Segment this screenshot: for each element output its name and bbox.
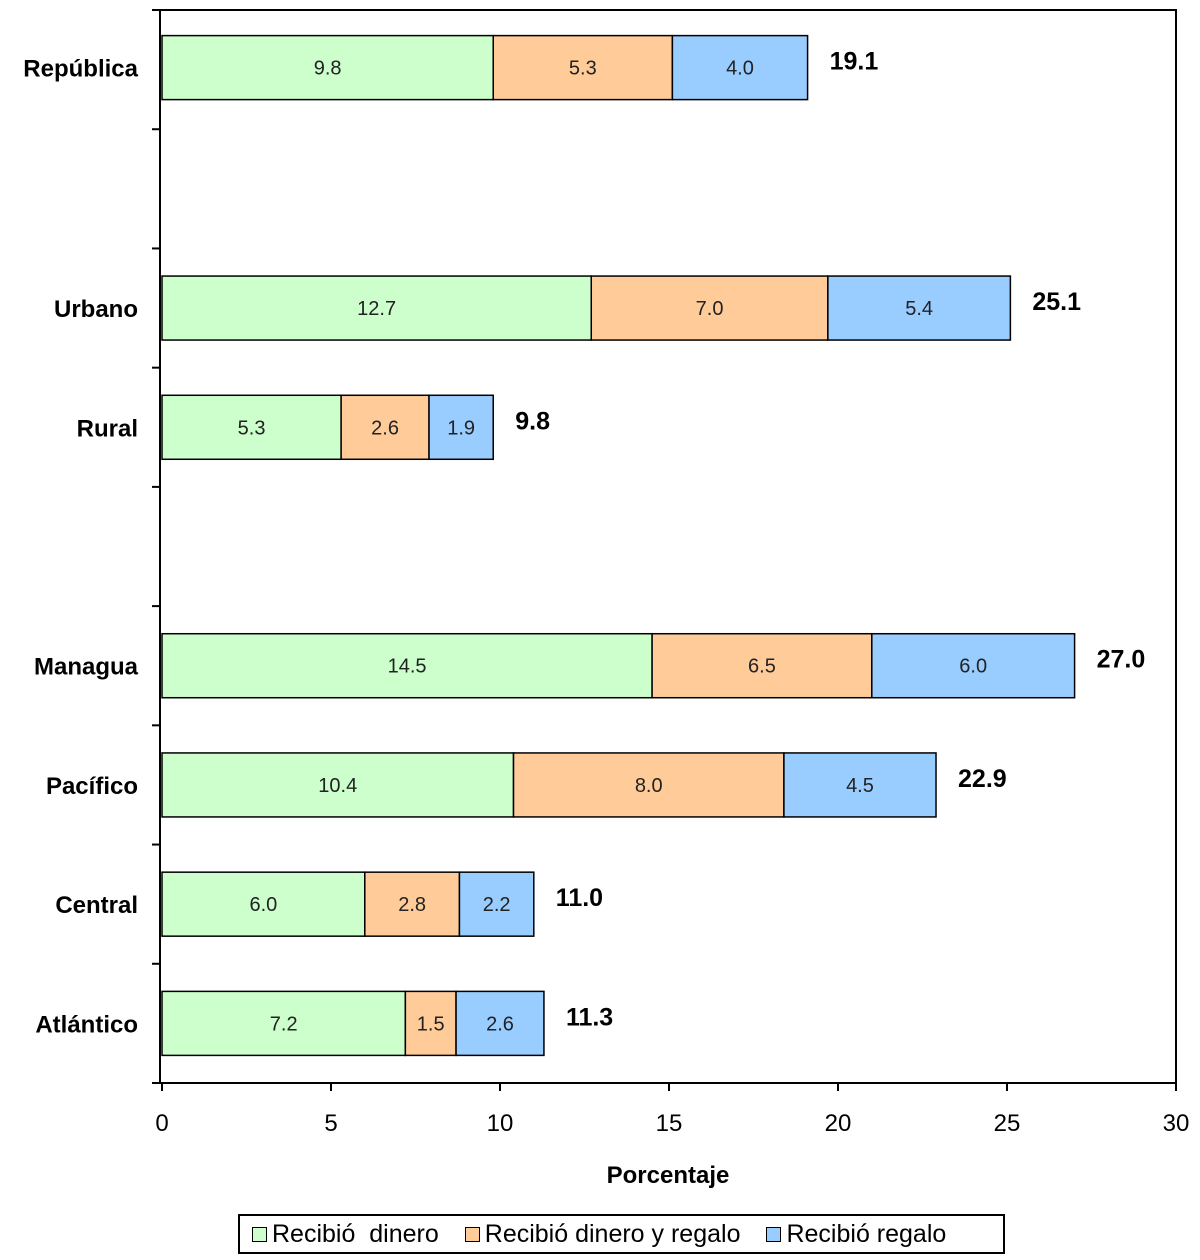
x-axis: 0 5 10 15 20 25 30 bbox=[155, 1083, 1189, 1137]
bar-segment bbox=[827, 275, 1012, 341]
bar-segment bbox=[161, 394, 342, 461]
bar-segment bbox=[458, 871, 535, 937]
total-value-label: 25.1 bbox=[1032, 288, 1081, 316]
segment-value-label: 5.3 bbox=[238, 417, 266, 439]
segment-value-label: 2.2 bbox=[483, 894, 511, 916]
segment-value-label: 10.4 bbox=[318, 775, 357, 797]
segment-value-label: 14.5 bbox=[388, 656, 427, 678]
x-axis-title: Porcentaje bbox=[607, 1162, 730, 1189]
bar-segment bbox=[161, 34, 494, 101]
legend-label: Recibió dinero y regalo bbox=[484, 1219, 741, 1248]
category-label: Pacífico bbox=[46, 773, 138, 800]
bar-segment bbox=[428, 394, 494, 461]
segment-value-label: 2.6 bbox=[371, 417, 399, 439]
legend-swatch bbox=[252, 1226, 267, 1242]
bar-segment bbox=[340, 394, 430, 461]
legend-label: Recibió regalo bbox=[786, 1219, 947, 1248]
bars-group: 9.8 5.3 4.0 19.1 12.7 7.0 5.4 25.1 5.3 2.6 1.9 9.8 1… bbox=[161, 34, 1146, 1057]
bar-segment bbox=[671, 34, 809, 101]
category-label: Atlántico bbox=[35, 1011, 138, 1038]
segment-value-label: 9.8 bbox=[314, 58, 342, 80]
segment-value-label: 7.0 bbox=[696, 298, 724, 320]
segment-value-label: 4.5 bbox=[846, 775, 874, 797]
y-axis: República Urbano Rural Managua Pacífico Centr… bbox=[23, 9, 160, 1084]
legend-item: Recibió regalo bbox=[766, 1220, 946, 1249]
segment-value-label: 2.6 bbox=[486, 1013, 514, 1035]
segment-value-label: 5.3 bbox=[569, 58, 597, 80]
bar-segment bbox=[455, 990, 545, 1057]
total-value-label: 27.0 bbox=[1097, 646, 1146, 674]
segment-value-label: 6.0 bbox=[249, 894, 277, 916]
bar-segment bbox=[871, 632, 1076, 699]
stacked-bar-chart: 9.8 5.3 4.0 19.1 12.7 7.0 5.4 25.1 5.3 2.6 1.9 9.8 1… bbox=[23, 9, 1189, 1189]
segment-value-label: 6.0 bbox=[959, 656, 987, 678]
x-axis-tick-label: 0 bbox=[155, 1110, 168, 1137]
legend-swatch bbox=[766, 1226, 782, 1242]
total-value-label: 11.3 bbox=[566, 1003, 613, 1031]
x-axis-tick-label: 5 bbox=[324, 1110, 337, 1137]
legend-item: Recibió dinero bbox=[252, 1220, 439, 1249]
total-value-label: 11.0 bbox=[556, 884, 603, 912]
category-label: Rural bbox=[77, 415, 138, 442]
bar-segment bbox=[364, 871, 461, 937]
bar-segment bbox=[161, 871, 366, 937]
x-axis-tick-label: 30 bbox=[1163, 1110, 1190, 1137]
segment-value-label: 1.9 bbox=[447, 417, 475, 439]
x-axis-tick-label: 15 bbox=[656, 1110, 683, 1137]
segment-value-label: 6.5 bbox=[748, 656, 776, 678]
legend-label: Recibió dinero bbox=[272, 1219, 439, 1248]
segment-value-label: 1.5 bbox=[417, 1013, 445, 1035]
segment-value-label: 2.8 bbox=[398, 894, 426, 916]
legend-swatch bbox=[464, 1226, 480, 1242]
x-axis-tick-label: 10 bbox=[487, 1110, 514, 1137]
total-value-label: 9.8 bbox=[515, 407, 550, 435]
legend-item: Recibió dinero y regalo bbox=[464, 1219, 741, 1249]
bar-segment bbox=[161, 632, 653, 699]
total-value-label: 22.9 bbox=[958, 765, 1007, 793]
x-axis-tick-label: 20 bbox=[825, 1110, 852, 1137]
segment-value-label: 4.0 bbox=[726, 58, 754, 80]
category-label: República bbox=[23, 56, 138, 83]
segment-value-label: 8.0 bbox=[635, 775, 663, 797]
category-label: Urbano bbox=[54, 296, 138, 323]
total-value-label: 19.1 bbox=[830, 48, 879, 76]
x-axis-tick-label: 25 bbox=[994, 1110, 1021, 1137]
segment-value-label: 12.7 bbox=[357, 298, 396, 320]
category-label: Central bbox=[55, 892, 138, 919]
segment-value-label: 7.2 bbox=[270, 1013, 298, 1035]
bar-segment bbox=[512, 752, 785, 818]
legend: Recibió dinero Recibió dinero y regalo Rec… bbox=[238, 1214, 1005, 1254]
bar-segment bbox=[404, 990, 457, 1057]
bar-segment bbox=[783, 752, 937, 818]
segment-value-label: 5.4 bbox=[905, 298, 933, 320]
category-label: Managua bbox=[34, 654, 139, 681]
